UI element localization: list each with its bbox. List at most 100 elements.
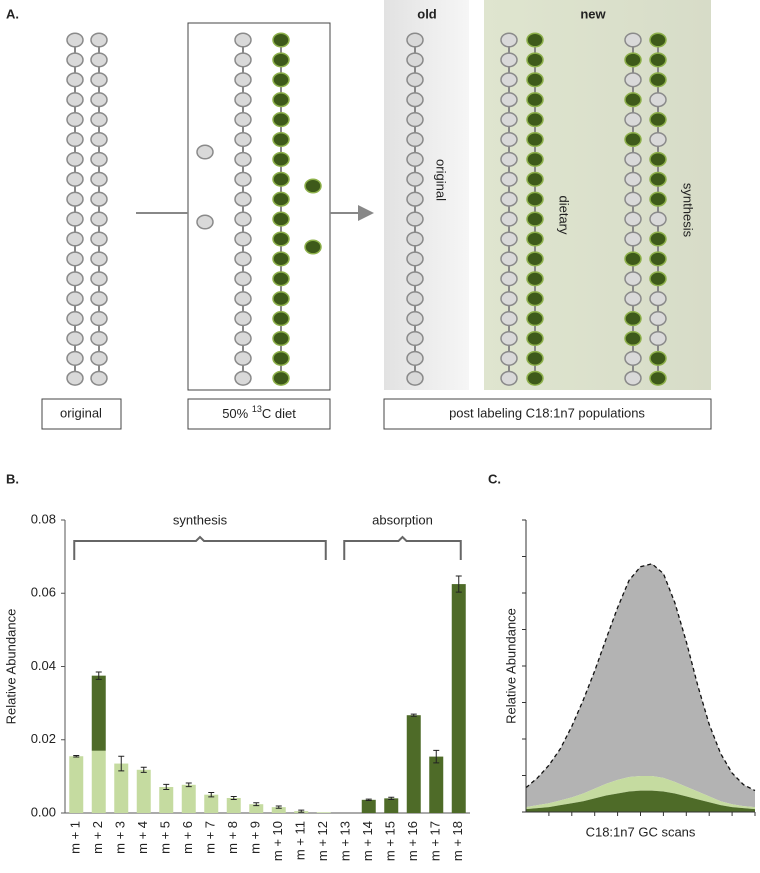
carbon bbox=[90, 32, 108, 48]
carbon bbox=[90, 330, 108, 347]
carbon bbox=[624, 251, 642, 267]
old-panel bbox=[384, 0, 469, 390]
carbon bbox=[500, 191, 518, 207]
error-bar bbox=[73, 754, 80, 758]
carbon bbox=[624, 151, 642, 167]
x-tick-label: m + 1 bbox=[68, 821, 83, 854]
carbon bbox=[234, 151, 252, 167]
label-box bbox=[187, 398, 331, 430]
carbon bbox=[90, 271, 108, 287]
carbon bbox=[234, 171, 252, 187]
carbon bbox=[624, 32, 642, 48]
carbon bbox=[66, 311, 84, 327]
carbon bbox=[272, 350, 290, 366]
error-bar bbox=[253, 802, 260, 807]
error-bar bbox=[208, 791, 215, 798]
x-tick-label: m + 6 bbox=[180, 821, 195, 854]
carbon bbox=[66, 52, 84, 68]
carbon bbox=[649, 311, 667, 327]
carbon bbox=[234, 131, 252, 148]
carbon bbox=[624, 350, 642, 366]
error-bar bbox=[365, 798, 372, 802]
superscript: 13 bbox=[252, 404, 262, 414]
y-tick-label: 0.02 bbox=[31, 731, 56, 746]
carbon bbox=[66, 330, 84, 347]
carbon bbox=[624, 52, 642, 68]
bar bbox=[136, 769, 151, 813]
vertical-label: original bbox=[434, 159, 449, 201]
carbon bbox=[406, 291, 424, 307]
carbon bbox=[649, 131, 667, 148]
carbon bbox=[234, 291, 252, 307]
carbon bbox=[500, 251, 518, 267]
carbon bbox=[406, 191, 424, 207]
loose-carbon bbox=[196, 214, 214, 230]
carbon bbox=[406, 52, 424, 68]
carbon bbox=[66, 171, 84, 187]
carbon bbox=[272, 291, 290, 307]
carbon bbox=[66, 211, 84, 227]
carbon bbox=[90, 191, 108, 207]
carbon bbox=[500, 291, 518, 307]
carbon bbox=[526, 131, 544, 148]
carbon bbox=[649, 251, 667, 267]
carbon bbox=[526, 72, 544, 88]
carbon bbox=[406, 92, 424, 108]
carbon bbox=[649, 151, 667, 167]
carbon bbox=[272, 231, 290, 247]
carbon bbox=[526, 211, 544, 227]
carbon bbox=[272, 92, 290, 108]
carbon bbox=[406, 131, 424, 148]
diet-box bbox=[187, 22, 331, 391]
carbon bbox=[526, 171, 544, 187]
error-bar bbox=[163, 783, 170, 791]
carbon bbox=[526, 151, 544, 167]
area bbox=[526, 775, 755, 810]
carbon bbox=[624, 370, 642, 386]
carbon bbox=[406, 171, 424, 187]
bracket bbox=[343, 535, 462, 560]
carbon bbox=[500, 370, 518, 386]
bar bbox=[429, 756, 444, 813]
carbon bbox=[624, 171, 642, 187]
carbon bbox=[526, 251, 544, 267]
carbon bbox=[624, 211, 642, 227]
bar bbox=[114, 763, 129, 813]
carbon bbox=[526, 32, 544, 48]
carbon bbox=[272, 330, 290, 347]
error-bar bbox=[140, 766, 147, 773]
carbon bbox=[66, 251, 84, 267]
bar bbox=[204, 794, 219, 813]
carbon bbox=[526, 330, 544, 347]
carbon bbox=[90, 211, 108, 227]
label-box bbox=[41, 398, 122, 430]
carbon bbox=[526, 311, 544, 327]
panel-label: C. bbox=[488, 471, 501, 486]
carbon bbox=[526, 231, 544, 247]
carbon bbox=[500, 52, 518, 68]
x-tick-label: m + 9 bbox=[248, 821, 263, 854]
x-tick-label: m + 18 bbox=[450, 821, 465, 861]
carbon bbox=[649, 231, 667, 247]
carbon bbox=[649, 271, 667, 287]
carbon bbox=[649, 350, 667, 366]
y-axis-label: Relative Abundance bbox=[503, 608, 518, 724]
carbon bbox=[272, 251, 290, 267]
carbon bbox=[90, 112, 108, 128]
carbon bbox=[66, 231, 84, 247]
carbon bbox=[500, 151, 518, 167]
carbon bbox=[406, 112, 424, 128]
carbon bbox=[90, 151, 108, 167]
carbon bbox=[272, 32, 290, 48]
carbon bbox=[406, 370, 424, 386]
error-bar bbox=[185, 782, 192, 788]
x-tick-label: m + 11 bbox=[293, 821, 308, 860]
x-tick-label: m + 12 bbox=[315, 821, 330, 861]
carbon bbox=[272, 171, 290, 187]
carbon bbox=[66, 32, 84, 48]
vertical-label: dietary bbox=[557, 195, 572, 235]
loose-carbon bbox=[304, 239, 322, 255]
carbon bbox=[234, 112, 252, 128]
carbon bbox=[66, 92, 84, 108]
bar bbox=[226, 797, 241, 813]
